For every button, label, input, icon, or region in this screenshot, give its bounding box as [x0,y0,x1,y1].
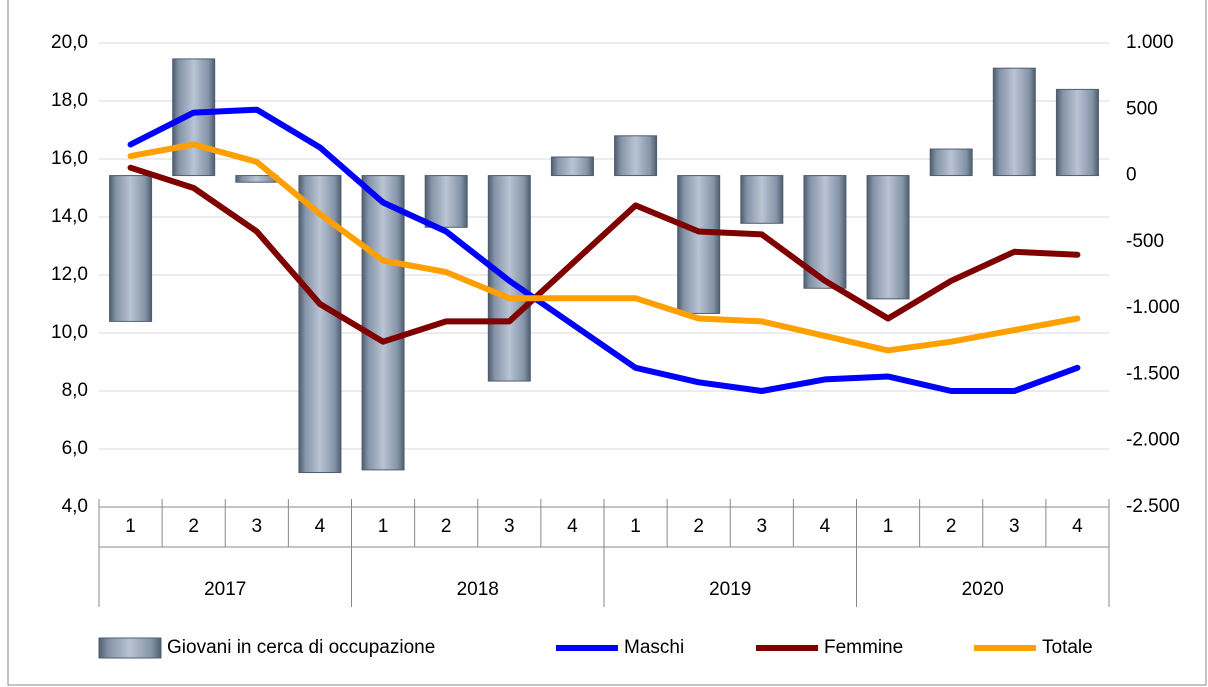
y2-tick-label: -2.500 [1126,496,1180,517]
x-tick-label: 1 [125,516,136,537]
line [127,106,1081,394]
line [127,141,1081,354]
y-tick-label: 18,0 [51,90,88,111]
x-tick-label: 3 [252,516,263,537]
bar [550,156,594,177]
x-tick-label: 2 [693,516,704,537]
legend-label: Maschi [624,637,684,658]
legend-label: Femmine [824,637,903,658]
x-tick-label: 3 [1009,516,1020,537]
line [127,164,1081,345]
x-tick-label: 2 [441,516,452,537]
y2-tick-label: -500 [1126,231,1164,252]
x-group-label: 2018 [457,579,499,600]
x-tick-label: 4 [567,516,578,537]
legend-swatch [98,637,162,659]
y2-tick-label: 500 [1126,98,1158,119]
y2-tick-label: -2.000 [1126,430,1180,451]
x-tick-label: 1 [883,516,894,537]
bar [1055,88,1099,177]
x-tick-label: 3 [504,516,515,537]
bar [109,175,153,322]
y-tick-label: 14,0 [51,206,88,227]
y-tick-label: 20,0 [51,32,88,53]
y-tick-label: 6,0 [62,438,88,459]
legend-label: Totale [1042,637,1093,658]
x-tick-label: 2 [946,516,957,537]
x-tick-label: 1 [378,516,389,537]
x-tick-label: 4 [315,516,326,537]
y-tick-label: 10,0 [51,322,88,343]
y-tick-label: 16,0 [51,148,88,169]
bar [424,175,468,228]
legend-label: Giovani in cerca di occupazione [167,637,435,658]
bar [740,175,784,224]
y2-tick-label: -1.000 [1126,297,1180,318]
bar [361,175,405,471]
bar [929,148,973,177]
y-tick-label: 8,0 [62,380,88,401]
bar [992,67,1036,177]
y2-tick-label: -1.500 [1126,363,1180,384]
x-group-label: 2017 [204,579,246,600]
x-group-label: 2019 [709,579,751,600]
bar [866,175,910,300]
x-tick-label: 4 [820,516,831,537]
y2-tick-label: 1.000 [1126,32,1174,53]
frame [7,0,1207,686]
x-tick-label: 4 [1072,516,1083,537]
y-tick-label: 12,0 [51,264,88,285]
y2-tick-label: 0 [1126,165,1137,186]
x-tick-label: 1 [630,516,641,537]
x-group-label: 2020 [962,579,1004,600]
x-tick-label: 2 [188,516,199,537]
x-tick-label: 3 [757,516,768,537]
bar [614,135,658,177]
y-tick-label: 4,0 [62,496,88,517]
bar [677,175,721,314]
bar [298,175,342,474]
